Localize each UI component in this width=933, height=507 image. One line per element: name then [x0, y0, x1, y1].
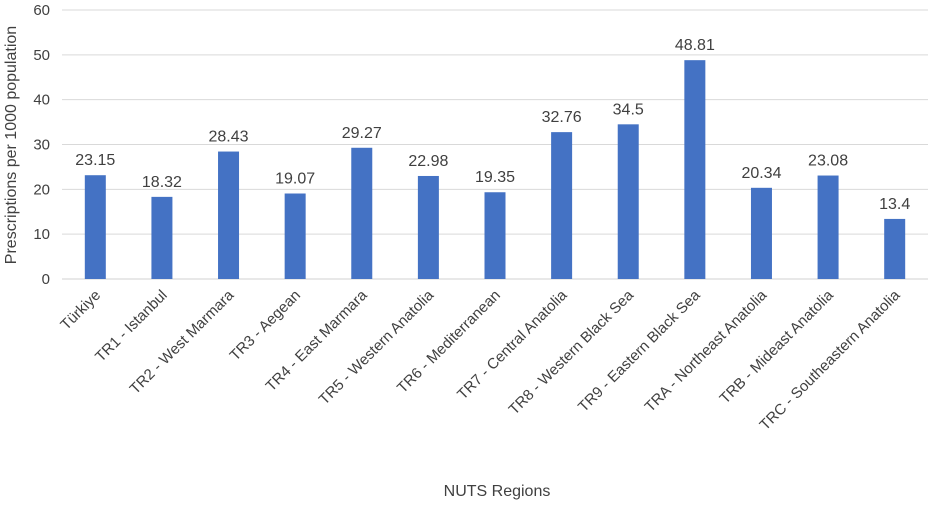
data-label: 34.5	[613, 101, 644, 118]
bar	[351, 147, 373, 279]
data-label: 29.27	[342, 125, 382, 142]
y-tick-label: 0	[42, 271, 50, 288]
data-label: 48.81	[675, 37, 715, 54]
y-axis-ticks: 0 10 20 30 40 50 60	[33, 2, 50, 288]
bar	[284, 193, 306, 279]
data-label: 23.08	[808, 153, 848, 170]
data-label: 22.98	[408, 153, 448, 170]
data-labels: 23.15 18.32 28.43 19.07 29.27 22.98 19.35 32.76…	[75, 37, 910, 213]
x-tick-label: TR9 - Eastern Black Sea	[575, 286, 704, 415]
bar	[417, 175, 439, 279]
bar	[684, 60, 706, 279]
y-tick-label: 50	[33, 47, 50, 64]
bar	[151, 196, 173, 279]
data-label: 13.4	[879, 196, 910, 213]
data-label: 28.43	[209, 129, 249, 146]
x-tick-label: TR5 - Western Anatolia	[316, 286, 438, 408]
x-axis-title: NUTS Regions	[444, 483, 551, 500]
bar	[817, 175, 839, 279]
gridlines	[62, 9, 928, 280]
data-label: 23.15	[75, 152, 115, 169]
bar	[617, 124, 639, 279]
data-label: 19.07	[275, 171, 315, 188]
y-axis-title: Prescriptions per 1000 population	[3, 26, 20, 264]
y-tick-label: 40	[33, 92, 50, 109]
y-tick-label: 10	[33, 226, 50, 243]
y-tick-label: 60	[33, 2, 50, 19]
x-tick-label: TRC - Southeastern Anatolia	[756, 286, 903, 433]
data-label: 32.76	[542, 109, 582, 126]
x-tick-label: Türkiye	[57, 287, 104, 334]
x-tick-label: TRB - Mideast Anatolia	[716, 286, 837, 407]
data-label: 19.35	[475, 169, 515, 186]
bar	[218, 151, 240, 279]
y-tick-label: 30	[33, 137, 50, 154]
data-label: 18.32	[142, 174, 182, 191]
x-tick-label: TR8 - Western Black Sea	[506, 286, 638, 418]
bar	[750, 187, 772, 279]
x-tick-label: TRA - Northeast Anatolia	[642, 286, 771, 415]
bar	[551, 132, 573, 279]
bar	[484, 192, 506, 279]
y-tick-label: 20	[33, 181, 50, 198]
bar	[884, 218, 906, 279]
x-tick-label: TR7 - Central Anatolia	[454, 286, 571, 403]
bar	[84, 175, 106, 279]
data-label: 20.34	[741, 165, 781, 182]
bars	[84, 60, 906, 279]
